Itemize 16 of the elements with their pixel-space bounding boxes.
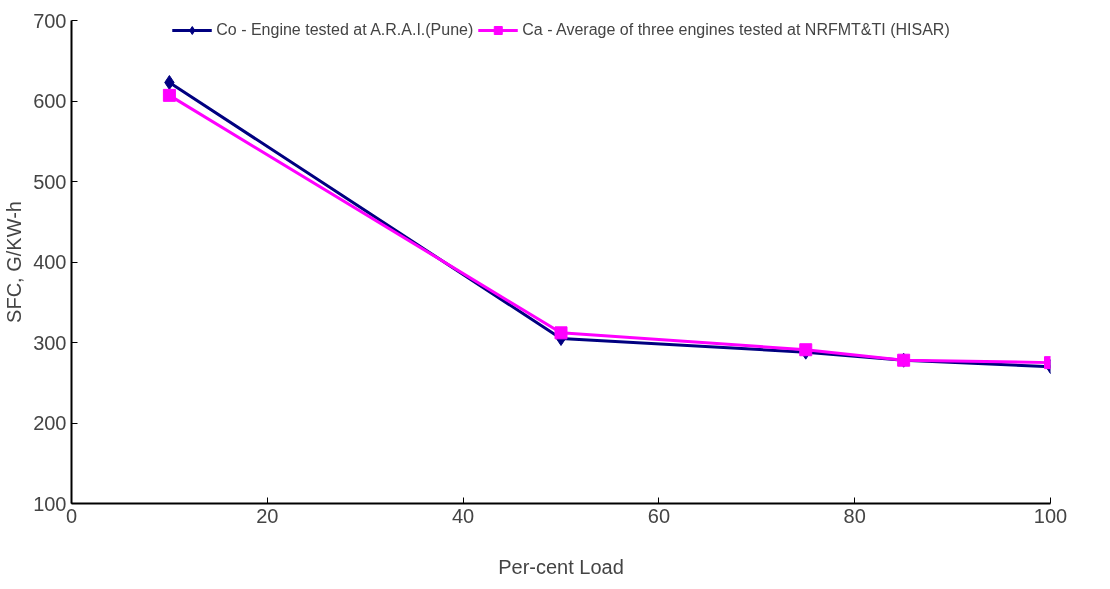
y-tick-label: 500 xyxy=(33,170,67,193)
x-tick-label: 80 xyxy=(843,504,866,527)
y-tick-label: 700 xyxy=(33,9,67,32)
x-tick-label: 20 xyxy=(256,504,279,527)
y-tick-label: 400 xyxy=(33,251,67,273)
y-tick-label: 600 xyxy=(33,90,67,112)
x-axis-title: Per-cent Load xyxy=(498,555,624,578)
y-tick-label: 300 xyxy=(33,331,67,354)
legend-label: Co - Engine tested at A.R.A.I.(Pune) xyxy=(216,21,474,39)
x-tick-label: 100 xyxy=(1033,504,1068,527)
y-tick-label: 200 xyxy=(33,412,67,434)
legend-label: Ca - Average of three engines tested at NRFMT&TI (HISAR) xyxy=(522,21,950,39)
x-tick-label: 40 xyxy=(451,504,475,527)
y-axis-title: SFC, G/KW-h xyxy=(3,201,26,323)
x-tick-label: 60 xyxy=(647,504,671,527)
x-tick-label: 0 xyxy=(65,504,78,527)
